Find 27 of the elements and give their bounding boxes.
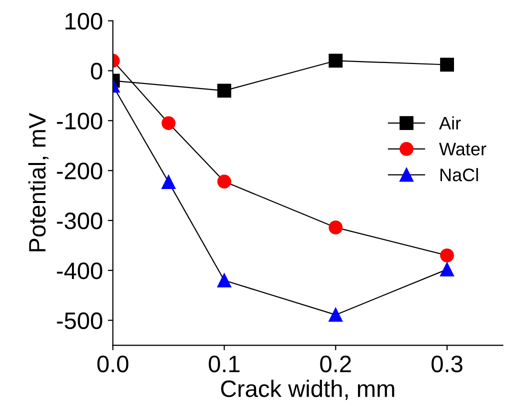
y-tick-label: 0	[90, 62, 102, 80]
legend-label: NaCl	[440, 168, 478, 182]
y-tick-label: -200	[56, 162, 102, 180]
point	[440, 58, 454, 72]
point	[217, 84, 232, 98]
y-tick-label: 100	[66, 12, 102, 30]
x-tick-label: 0.2	[320, 356, 351, 372]
point	[217, 174, 232, 188]
point	[162, 175, 176, 189]
point	[328, 308, 343, 322]
x-tick-label: 0.1	[208, 356, 240, 372]
point	[328, 220, 343, 234]
point	[217, 273, 232, 288]
y-tick-label: -300	[56, 212, 102, 230]
x-tick-label: 0.3	[432, 356, 462, 372]
y-axis-title: Potential, mV	[28, 112, 48, 252]
y-tick-label: -500	[56, 312, 102, 330]
point	[162, 116, 176, 130]
legend-label: Water	[439, 142, 486, 156]
point	[440, 262, 454, 276]
x-axis-title: Crack width, mm	[221, 380, 394, 400]
point	[440, 248, 454, 262]
y-tick-label: -400	[56, 262, 102, 280]
y-tick-label: -100	[56, 112, 102, 130]
point	[328, 54, 343, 68]
legend-label: Air	[439, 116, 461, 130]
x-tick-label: 0.0	[97, 356, 128, 372]
